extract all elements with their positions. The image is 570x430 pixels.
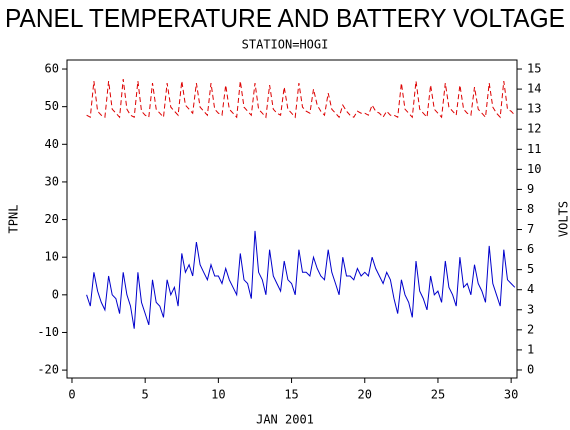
y2-tick-label: 9 [527,182,534,196]
y-tick-label: -10 [37,325,59,339]
y-axis-label: TPNL [7,205,21,234]
y2-tick-label: 7 [527,222,534,236]
x-tick-label: 5 [142,388,149,402]
y-tick-label: 10 [45,250,59,264]
y2-tick-label: 8 [527,202,534,216]
chart-title: PANEL TEMPERATURE AND BATTERY VOLTAGE [5,3,565,33]
series-line [86,230,516,329]
x-tick-label: 10 [211,388,225,402]
y-tick-label: 40 [45,137,59,151]
x-tick-label: 15 [284,388,298,402]
chart-subtitle: STATION=HOGI [242,38,329,52]
y2-axis-label: VOLTS [557,201,570,237]
x-tick-label: 0 [68,388,75,402]
y2-tick-label: 6 [527,242,534,256]
y2-tick-label: 14 [527,82,541,96]
y2-tick-label: 13 [527,102,541,116]
x-tick-label: 20 [358,388,372,402]
y-tick-label: 30 [45,174,59,188]
x-tick-label: 30 [504,388,518,402]
series-line [86,79,516,119]
y2-tick-label: 11 [527,142,541,156]
y-tick-label: 50 [45,99,59,113]
y2-tick-label: 5 [527,262,534,276]
y-tick-label: 20 [45,212,59,226]
x-axis-label: JAN 2001 [256,413,314,427]
y2-tick-label: 4 [527,282,534,296]
y-tick-label: -20 [37,363,59,377]
y2-tick-label: 2 [527,322,534,336]
y2-tick-label: 15 [527,62,541,76]
y2-tick-label: 10 [527,162,541,176]
y2-tick-label: 3 [527,302,534,316]
y2-tick-label: 0 [527,362,534,376]
y2-tick-label: 1 [527,342,534,356]
plot-frame [66,59,518,379]
y2-tick-label: 12 [527,122,541,136]
y-tick-label: 60 [45,62,59,76]
y-tick-label: 0 [52,287,59,301]
x-tick-label: 25 [431,388,445,402]
